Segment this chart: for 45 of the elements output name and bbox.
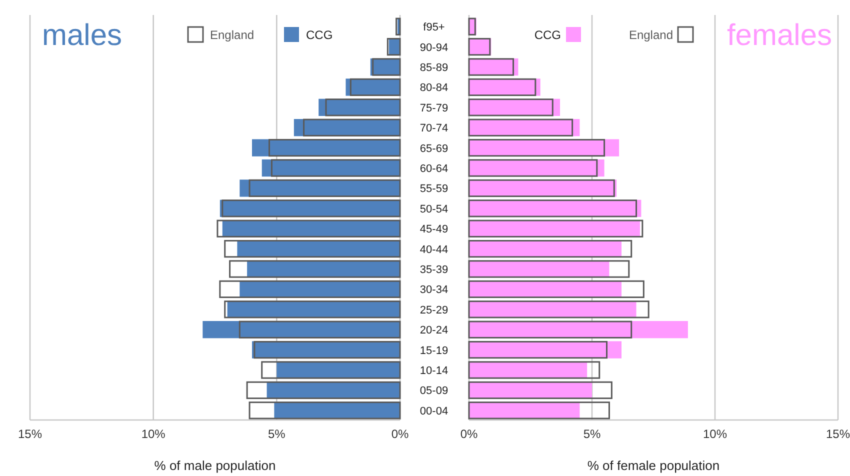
chart-title: females xyxy=(726,19,832,52)
bar xyxy=(219,280,401,298)
y-tick-label: 20-24 xyxy=(420,324,448,337)
x-tick-label: 5% xyxy=(583,427,601,441)
x-tick-label: 5% xyxy=(268,427,286,441)
legend-label: CCG xyxy=(534,28,561,42)
y-tick-label: f95+ xyxy=(423,22,445,34)
y-tick-label: 75-79 xyxy=(420,102,448,114)
y-tick-label: 15-19 xyxy=(420,344,448,357)
bar xyxy=(468,280,644,298)
y-tick-label: 50-54 xyxy=(420,203,448,216)
bar xyxy=(468,320,632,338)
legend-label: CCG xyxy=(306,28,333,42)
bar xyxy=(468,381,612,400)
bar xyxy=(468,402,610,420)
y-tick-label: 65-69 xyxy=(420,142,448,155)
bar xyxy=(248,402,401,420)
y-tick-label: 00-04 xyxy=(420,405,448,418)
y-tick-label: 30-34 xyxy=(420,284,448,296)
y-tick-label: 70-74 xyxy=(420,122,448,135)
x-tick-label: 15% xyxy=(18,427,42,441)
y-tick-label: 40-44 xyxy=(420,244,448,256)
legend-label: England xyxy=(210,28,254,42)
y-tick-label: 45-49 xyxy=(420,224,448,236)
bar xyxy=(238,320,401,338)
y-tick-label: 10-14 xyxy=(420,365,448,378)
x-axis-title: % of female population xyxy=(587,458,720,473)
x-tick-label: 10% xyxy=(141,427,166,441)
x-tick-label: 0% xyxy=(460,427,478,441)
x-tick-label: 0% xyxy=(391,427,409,441)
bar xyxy=(268,138,401,157)
x-tick-label: 15% xyxy=(826,427,850,441)
y-tick-label: 60-64 xyxy=(420,163,448,175)
y-tick-label: 55-59 xyxy=(420,183,448,196)
x-tick-label: 10% xyxy=(702,427,728,441)
x-axis-title: % of male population xyxy=(154,458,276,473)
y-tick-label: 90-94 xyxy=(420,42,448,54)
legend-label: England xyxy=(628,28,673,42)
chart-title: males xyxy=(42,19,122,52)
y-tick-label: 25-29 xyxy=(420,304,448,316)
y-tick-label: 05-09 xyxy=(420,385,448,398)
y-tick-label: 85-89 xyxy=(420,62,448,74)
y-tick-label: 35-39 xyxy=(420,264,448,276)
y-tick-label: 80-84 xyxy=(420,82,448,94)
bar xyxy=(246,381,401,400)
